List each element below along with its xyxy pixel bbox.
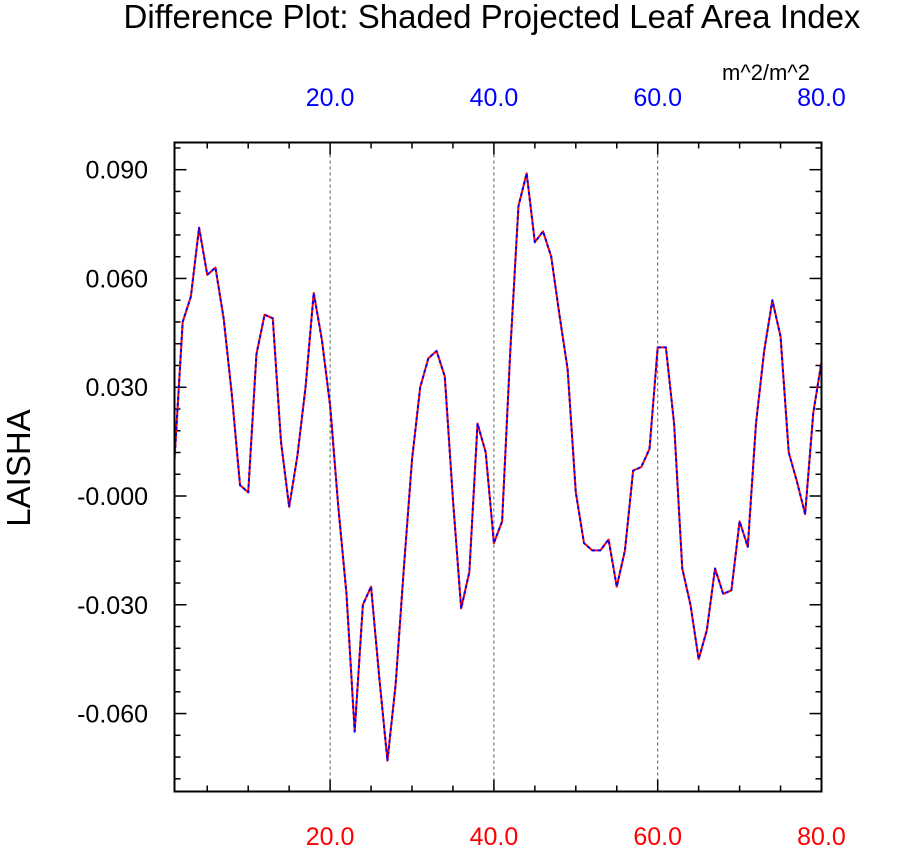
- y-tick-label: 0.060: [85, 265, 148, 293]
- y-tick-label: 0.090: [85, 157, 148, 185]
- series-line-blue: [173, 172, 823, 762]
- x-top-tick-label: 40.0: [470, 84, 519, 112]
- x-bottom-tick-label: 60.0: [633, 823, 682, 851]
- x-bottom-tick-label: 40.0: [470, 823, 519, 851]
- x-bottom-tick-label: 80.0: [797, 823, 846, 851]
- units-label: m^2/m^2: [722, 60, 810, 85]
- data-lines: [173, 172, 823, 762]
- tick-labels: 20.0 20.0 40.0 40.0 60.0 60.0 80.0 80.0 -0.060 -0…: [77, 84, 846, 851]
- series-line-red: [173, 172, 823, 762]
- x-top-tick-label: 80.0: [797, 84, 846, 112]
- y-tick-label: -0.030: [77, 592, 148, 620]
- y-tick-label: -0.060: [77, 701, 148, 729]
- x-bottom-tick-label: 20.0: [306, 823, 355, 851]
- x-top-tick-label: 20.0: [306, 84, 355, 112]
- axis-ticks: [174, 142, 823, 792]
- y-tick-label: 0.030: [85, 374, 148, 402]
- y-axis-label: LAISHA: [0, 409, 37, 526]
- x-top-tick-label: 60.0: [633, 84, 682, 112]
- grid-lines: [329, 142, 659, 792]
- chart-title: Difference Plot: Shaded Projected Leaf A…: [124, 0, 861, 35]
- y-tick-label: -0.000: [77, 483, 148, 511]
- plot-frame: [173, 141, 823, 793]
